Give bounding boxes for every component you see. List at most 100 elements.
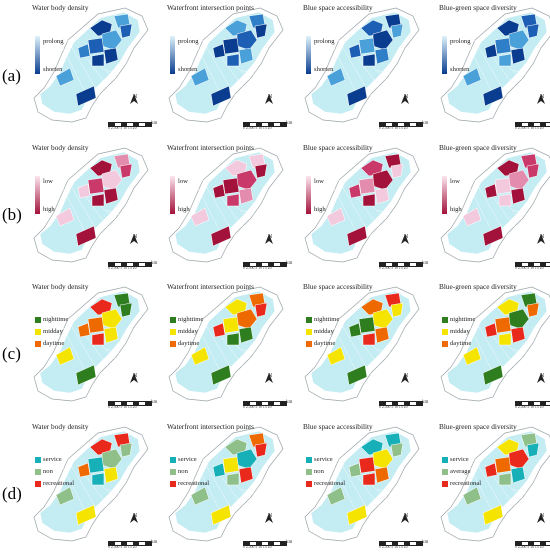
- city-map: [33, 286, 149, 402]
- scale-text: 0 2,500 5 10 15 20: [379, 266, 408, 270]
- scale-bar: [379, 401, 423, 406]
- district: [190, 67, 210, 87]
- city-map: [440, 426, 550, 542]
- legend-swatch: [442, 469, 448, 475]
- north-arrow-icon: [537, 234, 545, 244]
- district-line: [470, 312, 508, 376]
- district-line: [119, 350, 141, 362]
- legend-label: midday: [43, 328, 63, 335]
- district-line: [526, 490, 548, 502]
- district: [119, 163, 133, 179]
- legend-swatch: [35, 457, 41, 463]
- scale-bar: [243, 541, 287, 546]
- district: [119, 302, 133, 318]
- district: [510, 187, 526, 205]
- legend-label: non: [178, 468, 188, 475]
- district: [374, 187, 390, 205]
- scale-text: 0 2,500 5 10 15 20: [108, 545, 137, 549]
- panel-title: Blue-green space diversity: [439, 282, 517, 291]
- legend-gradient-bar: [35, 36, 40, 74]
- district: [390, 163, 404, 179]
- district-line: [390, 490, 412, 502]
- district: [89, 159, 113, 177]
- legend-gradient-bar: [170, 36, 175, 74]
- district: [89, 298, 113, 316]
- scale-text: 0 2,500 5 10 15 20: [108, 405, 137, 409]
- district: [222, 456, 240, 474]
- district: [494, 316, 512, 334]
- district: [87, 37, 105, 55]
- district-line: [105, 209, 131, 219]
- district: [89, 19, 113, 37]
- district-line: [376, 69, 402, 79]
- north-arrow-icon: [401, 234, 409, 244]
- legend-top-label: low: [314, 178, 324, 185]
- district: [346, 504, 368, 526]
- legend-label: service: [314, 456, 333, 463]
- district-line: [320, 21, 362, 103]
- district: [103, 326, 119, 344]
- district-line: [49, 21, 91, 103]
- city-map: [168, 147, 284, 263]
- legend-label: daytime: [314, 340, 336, 347]
- map-panel: Blue space accessibility prolong shorten N 0…: [301, 2, 429, 132]
- district-line: [526, 350, 548, 362]
- north-arrow: N: [401, 94, 411, 104]
- panel-title: Blue space accessibility: [303, 282, 373, 291]
- district: [494, 177, 512, 195]
- north-arrow: N: [537, 94, 547, 104]
- district: [346, 225, 368, 247]
- district-line: [376, 488, 402, 498]
- map-panel: Water body density service non recreational…: [30, 421, 158, 551]
- panel-title: Blue space accessibility: [303, 3, 373, 12]
- scale-bar: [379, 541, 423, 546]
- district-line: [184, 161, 226, 243]
- district-line: [254, 71, 276, 83]
- district-line: [390, 71, 412, 83]
- district-line: [254, 490, 276, 502]
- district: [103, 187, 119, 205]
- district-line: [376, 209, 402, 219]
- district: [526, 163, 540, 179]
- legend: low high: [306, 176, 356, 220]
- legend-gradient-bar: [442, 36, 447, 74]
- city-map: [33, 147, 149, 263]
- legend-bottom-label: high: [43, 206, 55, 213]
- row-label-b: (b): [2, 205, 22, 224]
- district: [390, 302, 404, 318]
- district-line: [49, 300, 91, 382]
- district: [224, 298, 248, 316]
- scale-unit: km: [151, 121, 158, 126]
- district: [224, 438, 248, 456]
- district-line: [456, 440, 498, 522]
- map-panel: Blue space accessibility nighttime midday d…: [301, 281, 429, 411]
- district: [89, 438, 113, 456]
- panel-title: Water body density: [32, 143, 89, 152]
- legend-swatch: [170, 329, 176, 335]
- district-line: [320, 161, 362, 243]
- legend-top-label: prolong: [314, 38, 335, 45]
- district: [91, 53, 105, 67]
- north-arrow: N: [401, 373, 411, 383]
- scale-unit: km: [286, 121, 293, 126]
- district-line: [254, 350, 276, 362]
- panel-title: Water body density: [32, 282, 89, 291]
- district: [55, 346, 75, 366]
- north-arrow-icon: [130, 234, 138, 244]
- district-line: [456, 161, 498, 243]
- district: [326, 486, 346, 506]
- scale-bar: [515, 262, 550, 267]
- row-label-d: (d): [2, 484, 22, 503]
- district: [254, 302, 268, 318]
- legend-gradient-bar: [170, 176, 175, 214]
- district: [498, 193, 512, 207]
- scale-unit: km: [422, 121, 429, 126]
- legend-label: recreational: [450, 480, 482, 487]
- district-line: [334, 173, 372, 237]
- district: [210, 85, 232, 107]
- scale-unit: km: [286, 261, 293, 266]
- row-label-c: (c): [2, 344, 21, 363]
- scale-text: 0 2,500 5 10 15 20: [379, 126, 408, 130]
- map-panel: Waterfront intersection points nighttime m…: [165, 281, 293, 411]
- legend-swatch: [306, 469, 312, 475]
